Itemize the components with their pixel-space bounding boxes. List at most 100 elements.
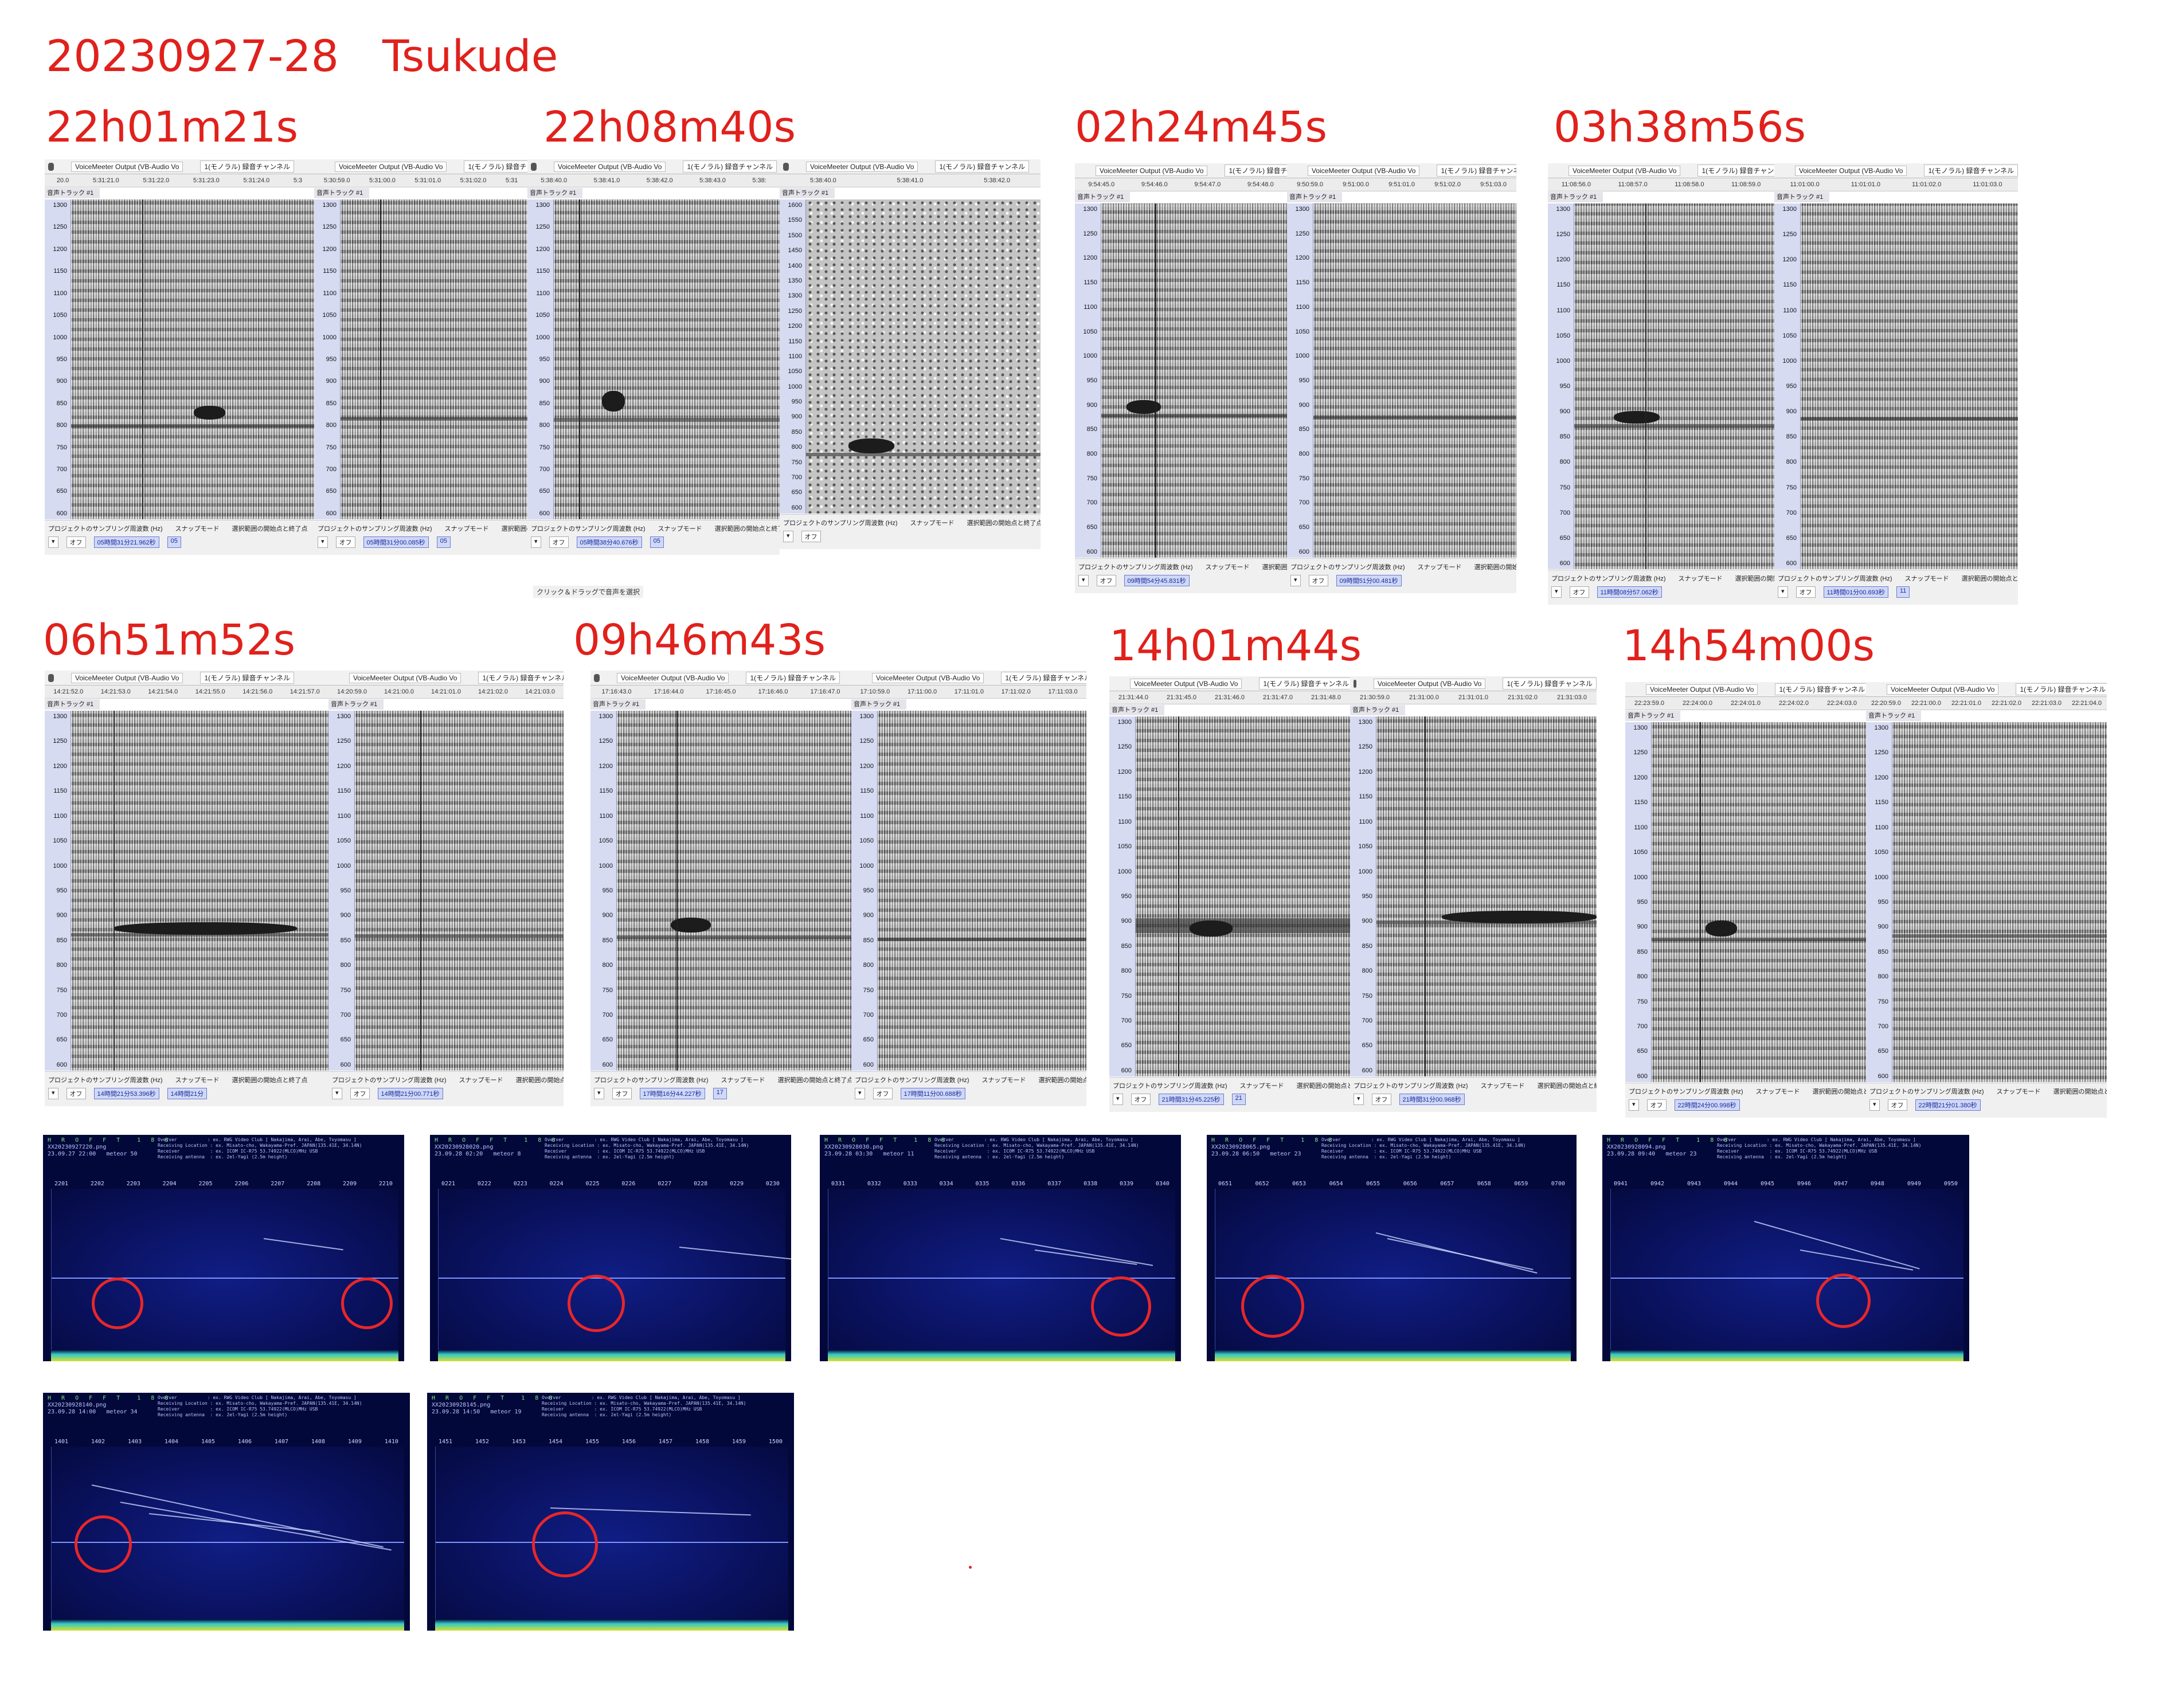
track-name[interactable]: 音声トラック #1 (780, 188, 835, 198)
rate-select[interactable]: ▾ (1629, 1099, 1639, 1111)
recording-device-select[interactable]: VoiceMeeter Output (VB-Audio Vo (1795, 165, 1907, 176)
track-name[interactable]: 音声トラック #1 (1548, 192, 1603, 202)
recording-device-select[interactable]: VoiceMeeter Output (VB-Audio Vo (335, 161, 447, 172)
timeline-ruler[interactable]: 17:10:59.0 17:11:00.0 17:11:01.0 17:11:02.0… (851, 685, 1086, 699)
timeline-ruler[interactable]: 21:30:59.0 21:31:00.0 21:31:01.0 21:31:02.0… (1350, 691, 1597, 704)
rate-select[interactable]: ▾ (1290, 575, 1301, 586)
play-cursor[interactable] (1645, 203, 1646, 569)
selection-start-time[interactable]: 17時間16分44.227秒 (639, 1088, 705, 1099)
play-cursor[interactable] (1700, 722, 1701, 1082)
spectrogram[interactable] (878, 711, 1086, 1071)
track-name[interactable]: 音声トラック #1 (590, 699, 646, 710)
play-cursor[interactable] (114, 711, 115, 1071)
recording-device-select[interactable]: VoiceMeeter Output (VB-Audio Vo (1308, 165, 1420, 176)
snap-select[interactable]: オフ (1569, 586, 1589, 598)
timeline-ruler[interactable]: 9:54:45.0 9:54:46.0 9:54:47.0 9:54:48.0 (1075, 178, 1287, 191)
track-name[interactable]: 音声トラック #1 (1075, 192, 1130, 202)
snap-select[interactable]: オフ (1371, 1094, 1391, 1105)
selection-start-time[interactable]: 11時間08分57.062秒 (1597, 586, 1662, 598)
spectrogram[interactable] (355, 711, 564, 1071)
snap-select[interactable]: オフ (1308, 575, 1328, 586)
spectrogram[interactable] (1101, 203, 1287, 558)
snap-select[interactable]: オフ (350, 1088, 370, 1099)
recording-device-select[interactable]: VoiceMeeter Output (VB-Audio Vo (1646, 684, 1758, 695)
track-name[interactable]: 音声トラック #1 (851, 699, 906, 710)
channel-select[interactable]: 1(モノラル) 録音チャンネル (1697, 164, 1774, 177)
recording-device-select[interactable]: VoiceMeeter Output (VB-Audio Vo (617, 672, 729, 683)
selection-end-time[interactable]: 14時間21分 (167, 1088, 208, 1099)
selection-end-time[interactable]: 05 (436, 536, 451, 548)
play-cursor[interactable] (380, 199, 381, 519)
spectrogram[interactable] (1801, 203, 2018, 569)
timeline-ruler[interactable]: 22:20:59.0 22:21:00.0 22:21:01.0 22:21:02.0… (1866, 697, 2107, 710)
spectrogram[interactable] (71, 711, 328, 1071)
track-name[interactable]: 音声トラック #1 (314, 188, 369, 198)
snap-select[interactable]: オフ (1096, 575, 1116, 586)
timeline-ruler[interactable]: 11:01:00.0 11:01:01.0 11:01:02.0 11:01:03.0 (1774, 178, 2018, 191)
snap-select[interactable]: オフ (549, 536, 569, 548)
selection-start-time[interactable]: 21時間31分00.968秒 (1399, 1094, 1465, 1105)
timeline-ruler[interactable]: 20.0 5:31:21.0 5:31:22.0 5:31:23.0 5:31:24.0… (45, 174, 314, 187)
channel-select[interactable]: 1(モノラル) 録音チャンネル (2016, 683, 2107, 695)
snap-select[interactable]: オフ (335, 536, 355, 548)
track-name[interactable]: 音声トラック #1 (1287, 192, 1342, 202)
selection-start-time[interactable]: 14時間21分00.771秒 (377, 1088, 443, 1099)
snap-select[interactable]: オフ (1646, 1099, 1667, 1111)
recording-device-select[interactable]: VoiceMeeter Output (VB-Audio Vo (71, 161, 183, 172)
spectrogram[interactable] (617, 711, 851, 1071)
play-cursor[interactable] (579, 199, 580, 519)
rate-select[interactable]: ▾ (531, 536, 541, 548)
snap-select[interactable]: オフ (66, 536, 86, 548)
spectrogram[interactable] (554, 199, 780, 519)
selection-start-time[interactable]: 09時間54分45.831秒 (1124, 575, 1190, 586)
track-name[interactable]: 音声トラック #1 (1774, 192, 1829, 202)
selection-start-time[interactable]: 05時間31分21.962秒 (93, 536, 159, 548)
rate-select[interactable]: ▾ (1778, 586, 1788, 598)
timeline-ruler[interactable]: 5:30:59.0 5:31:00.0 5:31:01.0 5:31:02.0 5:31 (314, 174, 527, 187)
selection-start-time[interactable]: 17時間11分00.688秒 (900, 1088, 965, 1099)
selection-start-time[interactable]: 22時間21分01.380秒 (1915, 1099, 1981, 1111)
timeline-ruler[interactable]: 21:31:44.0 21:31:45.0 21:31:46.0 21:31:47.0… (1109, 691, 1350, 704)
rate-select[interactable]: ▾ (1551, 586, 1562, 598)
channel-select[interactable]: 1(モノラル) 録音チャンネル (200, 672, 295, 684)
channel-select[interactable]: 1(モノラル) 録音チャンネル (1775, 683, 1866, 695)
snap-select[interactable]: オフ (873, 1088, 893, 1099)
spectrogram[interactable] (1892, 722, 2107, 1082)
spectrogram[interactable] (71, 199, 314, 519)
rate-select[interactable]: ▾ (48, 536, 58, 548)
recording-device-select[interactable]: VoiceMeeter Output (VB-Audio Vo (349, 672, 461, 683)
recording-device-select[interactable]: VoiceMeeter Output (VB-Audio Vo (806, 161, 918, 172)
selection-start-time[interactable]: 05時間38分40.676秒 (576, 536, 642, 548)
rate-select[interactable]: ▾ (48, 1088, 58, 1099)
channel-select[interactable]: 1(モノラル) 録音チャンネル (683, 160, 777, 173)
selection-start-time[interactable]: 22時間24分00.998秒 (1674, 1099, 1740, 1111)
track-name[interactable]: 音声トラック #1 (1866, 711, 1921, 721)
play-cursor[interactable] (1425, 716, 1426, 1076)
channel-select[interactable]: 1(モノラル) 録音チャンネル (1503, 677, 1597, 690)
timeline-ruler[interactable]: 14:20:59.0 14:21:00.0 14:21:01.0 14:21:02.0… (328, 685, 564, 699)
track-name[interactable]: 音声トラック #1 (1109, 705, 1164, 715)
selection-start-time[interactable]: 21時間31分45.225秒 (1158, 1094, 1224, 1105)
channel-select[interactable]: 1(モノラル) 録音チャンネル (1225, 164, 1287, 177)
recording-device-select[interactable]: VoiceMeeter Output (VB-Audio Vo (872, 672, 984, 683)
snap-select[interactable]: オフ (1887, 1099, 1907, 1111)
selection-end-time[interactable]: 21 (1231, 1094, 1246, 1105)
rate-select[interactable]: ▾ (594, 1088, 604, 1099)
snap-select[interactable]: オフ (801, 531, 821, 542)
spectrogram[interactable] (1376, 716, 1597, 1076)
spectrogram[interactable] (1652, 722, 1866, 1082)
play-cursor[interactable] (420, 711, 421, 1071)
timeline-ruler[interactable]: 5:38:40.0 5:38:41.0 5:38:42.0 (780, 174, 1041, 187)
play-cursor[interactable] (142, 199, 143, 519)
spectrogram[interactable] (1574, 203, 1774, 569)
selection-start-time[interactable]: 11時間01分00.693秒 (1823, 586, 1888, 598)
channel-select[interactable]: 1(モノラル) 録音チャンネル (1001, 672, 1086, 684)
timeline-ruler[interactable]: 11:08:56.0 11:08:57.0 11:08:58.0 11:08:59.0 (1548, 178, 1774, 191)
rate-select[interactable]: ▾ (1113, 1094, 1123, 1105)
selection-start-time[interactable]: 05時間31分00.085秒 (363, 536, 429, 548)
timeline-ruler[interactable]: 14:21:52.0 14:21:53.0 14:21:54.0 14:21:55.0… (45, 685, 328, 699)
recording-device-select[interactable]: VoiceMeeter Output (VB-Audio Vo (1130, 678, 1242, 689)
rate-select[interactable]: ▾ (332, 1088, 342, 1099)
play-cursor[interactable] (1178, 716, 1179, 1076)
track-name[interactable]: 音声トラック #1 (45, 188, 100, 198)
